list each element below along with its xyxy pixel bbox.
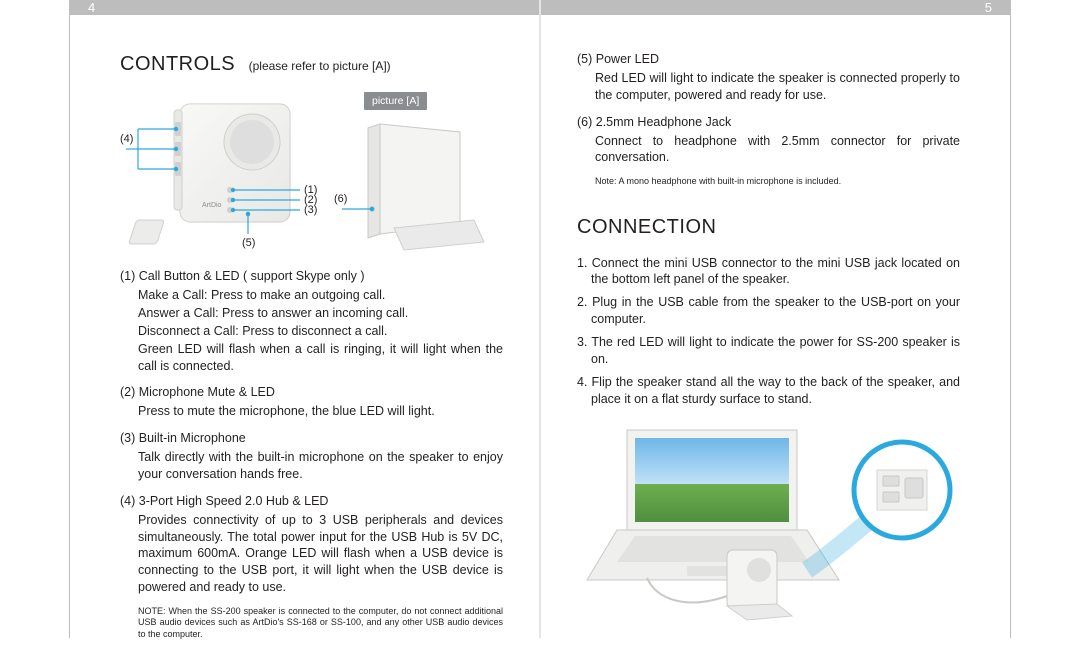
item-title: (1) Call Button & LED ( support Skype on… xyxy=(120,268,503,285)
item-title: (5) Power LED xyxy=(577,51,960,68)
controls-list: (1) Call Button & LED ( support Skype on… xyxy=(120,268,503,596)
page-spread: 4 CONTROLS (please refer to picture [A]) xyxy=(0,0,1080,638)
item-line: Answer a Call: Press to answer an incomi… xyxy=(138,305,503,322)
item-line: Talk directly with the built-in micropho… xyxy=(138,449,503,483)
item-line: Red LED will light to indicate the speak… xyxy=(595,70,960,104)
item-title: (4) 3-Port High Speed 2.0 Hub & LED xyxy=(120,493,503,510)
item-line: Disconnect a Call: Press to disconnect a… xyxy=(138,323,503,340)
item-title: (2) Microphone Mute & LED xyxy=(120,384,503,401)
page-number-left: 4 xyxy=(88,0,95,15)
page-right: 5 (5) Power LED Red LED will light to in… xyxy=(541,0,1010,638)
control-item-4: (4) 3-Port High Speed 2.0 Hub & LED Prov… xyxy=(120,493,503,596)
controls-list-cont: (5) Power LED Red LED will light to indi… xyxy=(577,51,960,188)
section-subtitle: (please refer to picture [A]) xyxy=(249,59,391,73)
svg-text:ArtDio: ArtDio xyxy=(202,202,222,209)
connection-svg xyxy=(577,420,957,630)
page-header-right: 5 xyxy=(541,0,1010,15)
figure-angled: picture [A] (6) xyxy=(334,92,494,254)
item-line: Connect to headphone with 2.5mm connecto… xyxy=(595,133,960,167)
item-title: (3) Built-in Microphone xyxy=(120,430,503,447)
headphone-note: Note: A mono headphone with built-in mic… xyxy=(577,176,960,187)
right-margin xyxy=(1010,0,1080,638)
svg-text:(6): (6) xyxy=(334,193,347,205)
figure-row: ArtDio (4) xyxy=(120,92,503,254)
device-angled-svg: (6) xyxy=(334,114,494,254)
left-margin xyxy=(0,0,70,638)
control-item-6: (6) 2.5mm Headphone Jack Connect to head… xyxy=(577,114,960,167)
page-header-left: 4 xyxy=(70,0,539,15)
control-item-2: (2) Microphone Mute & LED Press to mute … xyxy=(120,384,503,420)
figure-front: ArtDio (4) xyxy=(120,92,320,254)
control-item-1: (1) Call Button & LED ( support Skype on… xyxy=(120,268,503,374)
picture-a-badge: picture [A] xyxy=(364,92,427,110)
item-line: Provides connectivity of up to 3 USB per… xyxy=(138,512,503,596)
conn-step: 1. Connect the mini USB connector to the… xyxy=(577,255,960,289)
page-number-right: 5 xyxy=(985,0,992,15)
section-title-controls: CONTROLS xyxy=(120,51,235,78)
section-title-connection: CONNECTION xyxy=(577,214,950,241)
conn-step: 2. Plug in the USB cable from the speake… xyxy=(577,294,960,328)
connection-figure xyxy=(577,420,957,630)
connection-steps: 1. Connect the mini USB connector to the… xyxy=(577,255,960,408)
control-item-5: (5) Power LED Red LED will light to indi… xyxy=(577,51,960,104)
item-line: Make a Call: Press to make an outgoing c… xyxy=(138,287,503,304)
conn-step: 4. Flip the speaker stand all the way to… xyxy=(577,374,960,408)
page-left: 4 CONTROLS (please refer to picture [A]) xyxy=(70,0,539,638)
svg-text:(4): (4) xyxy=(120,133,133,145)
laptop-icon xyxy=(587,430,839,580)
item-line: Press to mute the microphone, the blue L… xyxy=(138,403,503,420)
footnote: NOTE: When the SS-200 speaker is connect… xyxy=(120,606,503,640)
device-front-svg: ArtDio (4) xyxy=(120,92,320,252)
svg-text:(3): (3) xyxy=(304,204,317,216)
heading-row: CONTROLS (please refer to picture [A]) xyxy=(120,51,503,78)
control-item-3: (3) Built-in Microphone Talk directly wi… xyxy=(120,430,503,483)
svg-text:(5): (5) xyxy=(242,237,255,249)
conn-step: 3. The red LED will light to indicate th… xyxy=(577,334,960,368)
item-line: Green LED will flash when a call is ring… xyxy=(138,341,503,375)
item-title: (6) 2.5mm Headphone Jack xyxy=(577,114,960,131)
magnifier-icon xyxy=(807,442,950,570)
